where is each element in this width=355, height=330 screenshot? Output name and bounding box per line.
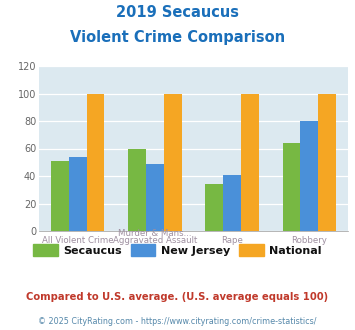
Bar <box>241 93 259 231</box>
Bar <box>318 93 336 231</box>
Text: Compared to U.S. average. (U.S. average equals 100): Compared to U.S. average. (U.S. average … <box>26 292 329 302</box>
Bar <box>206 184 223 231</box>
Text: All Violent Crime: All Violent Crime <box>42 236 114 245</box>
Text: 2019 Secaucus: 2019 Secaucus <box>116 5 239 20</box>
Legend: Secaucus, New Jersey, National: Secaucus, New Jersey, National <box>29 240 326 260</box>
Bar <box>300 121 318 231</box>
Bar <box>69 157 87 231</box>
Text: Robbery: Robbery <box>291 236 327 245</box>
Bar <box>164 93 181 231</box>
Bar <box>223 175 241 231</box>
Text: © 2025 CityRating.com - https://www.cityrating.com/crime-statistics/: © 2025 CityRating.com - https://www.city… <box>38 317 317 326</box>
Bar <box>87 93 104 231</box>
Text: Aggravated Assault: Aggravated Assault <box>113 236 197 245</box>
Bar <box>146 164 164 231</box>
Text: Murder & Mans...: Murder & Mans... <box>118 229 192 238</box>
Bar <box>51 161 69 231</box>
Bar <box>283 143 300 231</box>
Text: Violent Crime Comparison: Violent Crime Comparison <box>70 30 285 45</box>
Bar <box>128 148 146 231</box>
Text: Rape: Rape <box>221 236 243 245</box>
